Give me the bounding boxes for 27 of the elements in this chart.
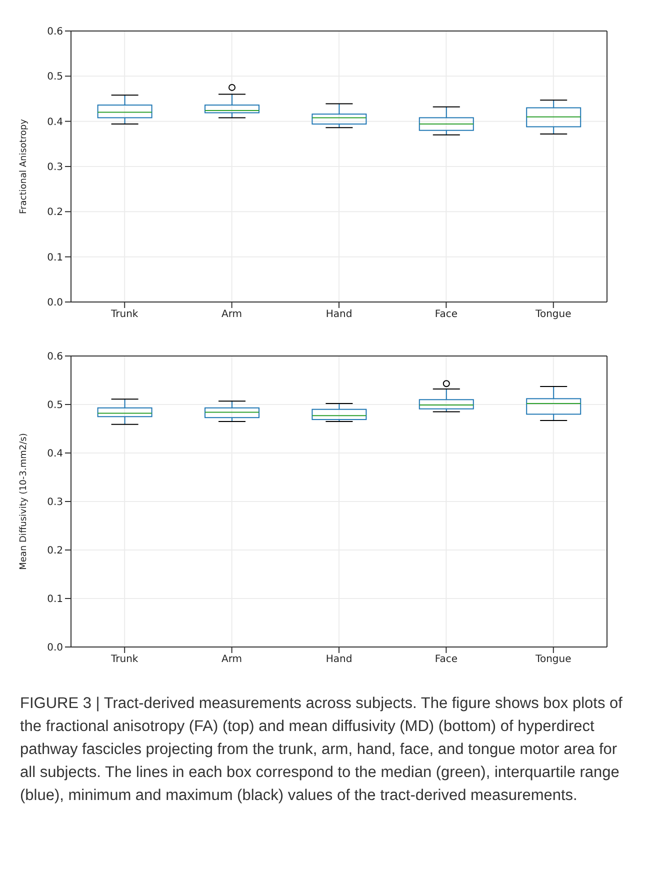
y-tick-label: 0.4 bbox=[47, 448, 63, 460]
x-tick-label: Tongue bbox=[534, 309, 572, 320]
x-tick-label: Trunk bbox=[110, 309, 138, 320]
x-tick-label: Hand bbox=[326, 654, 352, 666]
caption: FIGURE 3 | Tract-derived measurements across subjects. The figure shows box plots of the fractional anisotropy (FA) (top) and mean diffusivity (MD) (bottom) of hyperdirect pathway fascicles projecting from the trunk, arm, hand, face, and tongue motor area for all subjects. The lines in each box correspond to the median (green), interquartile range (blue), minimum and maximum (black) values of the tract-derived measurements. bbox=[19, 694, 624, 806]
x-tick-label: Face bbox=[434, 309, 458, 320]
y-tick-label: 0.3 bbox=[47, 497, 63, 508]
y-axis-title: Mean Diffusivity (10-3.mm2/s) bbox=[19, 433, 30, 570]
y-tick-label: 0.5 bbox=[47, 400, 63, 412]
x-tick-label: Trunk bbox=[110, 654, 138, 666]
y-tick-label: 0.6 bbox=[47, 352, 63, 363]
x-tick-label: Arm bbox=[222, 654, 242, 666]
y-tick-label: 0.6 bbox=[47, 26, 63, 38]
x-tick-label: Arm bbox=[222, 309, 242, 320]
y-tick-label: 0.2 bbox=[47, 207, 63, 218]
y-tick-label: 0.0 bbox=[47, 298, 63, 309]
x-tick-label: Hand bbox=[326, 309, 352, 320]
x-tick-label: Face bbox=[434, 654, 458, 666]
y-tick-label: 0.2 bbox=[47, 546, 63, 557]
y-tick-label: 0.3 bbox=[47, 162, 63, 174]
y-tick-label: 0.5 bbox=[47, 72, 63, 83]
y-tick-label: 0.4 bbox=[47, 116, 63, 128]
y-tick-label: 0.1 bbox=[47, 252, 63, 264]
y-tick-label: 0.1 bbox=[47, 594, 63, 606]
y-tick-label: 0.0 bbox=[47, 642, 63, 654]
x-tick-label: Tongue bbox=[534, 654, 572, 666]
y-axis-title: Fractional Anisotropy bbox=[19, 118, 30, 214]
